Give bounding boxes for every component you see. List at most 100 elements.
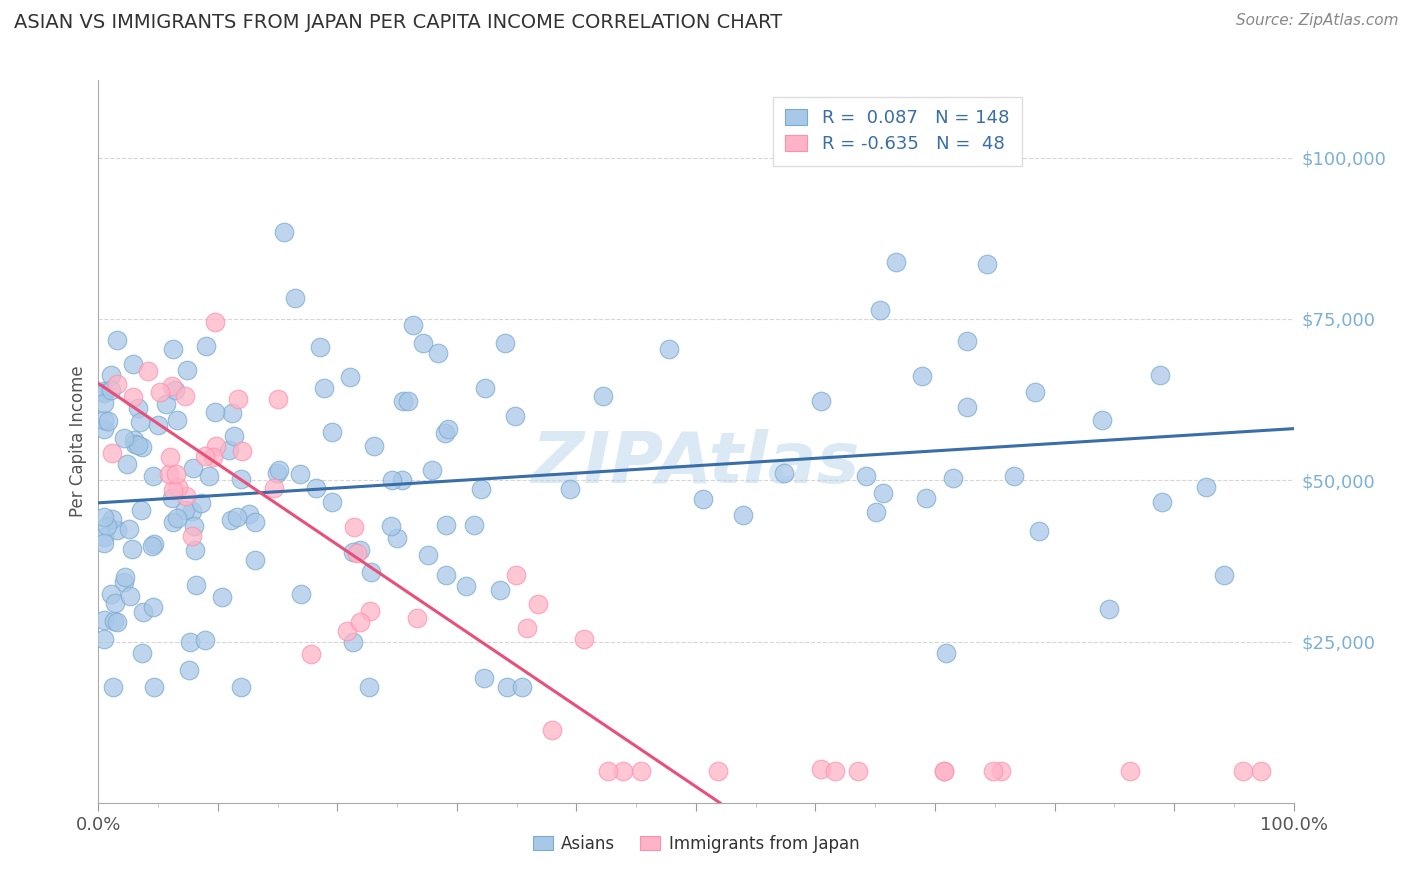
Point [1002, 469, 1025, 483]
Point [162, 483, 184, 497]
Point [93, 613, 115, 627]
Point [93, 384, 115, 398]
Point [204, 405, 226, 419]
Point [454, 578, 477, 592]
Point [349, 615, 371, 629]
Point [349, 542, 371, 557]
Point [336, 624, 359, 639]
Point [181, 504, 204, 518]
Point [174, 502, 197, 516]
Point [222, 429, 245, 443]
Point [93, 386, 115, 401]
Point [437, 423, 460, 437]
Point [114, 570, 136, 584]
Point [342, 635, 364, 649]
Point [181, 460, 204, 475]
Point [343, 520, 366, 534]
Point [157, 467, 180, 482]
Point [142, 599, 165, 614]
Point [810, 762, 832, 776]
Point [166, 412, 188, 426]
Point [434, 567, 457, 582]
Point [855, 468, 877, 483]
Point [142, 469, 165, 483]
Point [97, 414, 120, 428]
Point [93, 396, 115, 410]
Point [935, 646, 957, 660]
Point [914, 491, 936, 505]
Point [463, 518, 485, 533]
Point [105, 615, 128, 630]
Point [141, 539, 163, 553]
Point [118, 522, 141, 536]
Point [132, 605, 155, 619]
Point [1150, 495, 1173, 509]
Point [159, 450, 181, 464]
Point [127, 401, 149, 416]
Point [219, 512, 242, 526]
Point [101, 512, 124, 526]
Point [198, 468, 221, 483]
Legend: Asians, Immigrants from Japan: Asians, Immigrants from Japan [526, 828, 866, 860]
Point [115, 458, 138, 472]
Point [112, 431, 135, 445]
Point [221, 406, 243, 420]
Point [121, 542, 143, 557]
Point [472, 671, 495, 685]
Point [131, 646, 153, 660]
Point [1028, 524, 1050, 538]
Point [1024, 385, 1046, 400]
Point [267, 463, 290, 477]
Point [204, 315, 226, 329]
Point [932, 764, 955, 778]
Point [162, 342, 184, 356]
Point [346, 547, 368, 561]
Point [872, 486, 894, 500]
Point [93, 509, 115, 524]
Point [321, 425, 343, 439]
Point [284, 291, 307, 305]
Point [540, 723, 562, 738]
Point [100, 383, 122, 397]
Point [288, 467, 311, 482]
Point [238, 508, 260, 522]
Point [488, 583, 510, 598]
Point [630, 764, 652, 778]
Point [707, 764, 730, 778]
Point [93, 535, 115, 549]
Point [101, 680, 124, 694]
Point [865, 505, 887, 519]
Point [396, 394, 419, 409]
Point [526, 598, 548, 612]
Point [229, 472, 252, 486]
Point [105, 523, 128, 537]
Point [149, 384, 172, 399]
Point [93, 412, 115, 426]
Point [516, 621, 538, 635]
Point [148, 417, 170, 432]
Point [186, 577, 208, 591]
Point [503, 409, 526, 423]
Point [96, 518, 118, 533]
Point [956, 401, 979, 415]
Point [309, 340, 332, 354]
Point [357, 680, 380, 694]
Point [229, 680, 252, 694]
Point [127, 438, 149, 452]
Point [112, 574, 135, 589]
Point [100, 368, 122, 382]
Point [93, 422, 115, 436]
Point [869, 303, 891, 318]
Point [180, 528, 202, 542]
Point [572, 632, 595, 646]
Point [402, 318, 425, 332]
Point [218, 442, 240, 457]
Point [174, 489, 197, 503]
Point [129, 503, 152, 517]
Point [243, 553, 266, 567]
Point [179, 634, 201, 648]
Point [193, 449, 215, 463]
Text: ZIPAtlas: ZIPAtlas [531, 429, 860, 498]
Point [494, 335, 516, 350]
Point [299, 647, 322, 661]
